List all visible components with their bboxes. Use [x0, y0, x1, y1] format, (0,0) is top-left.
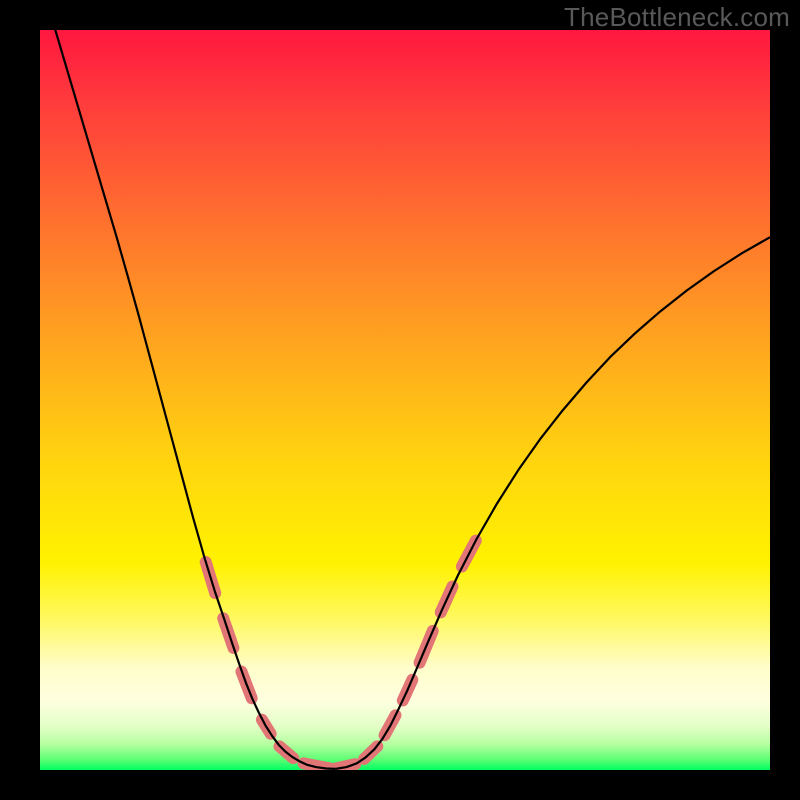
watermark-text: TheBottleneck.com	[564, 2, 790, 33]
curve-left	[53, 23, 336, 769]
stage: TheBottleneck.com	[0, 0, 800, 800]
chart-overlay	[0, 0, 800, 800]
curve-right	[336, 237, 770, 769]
